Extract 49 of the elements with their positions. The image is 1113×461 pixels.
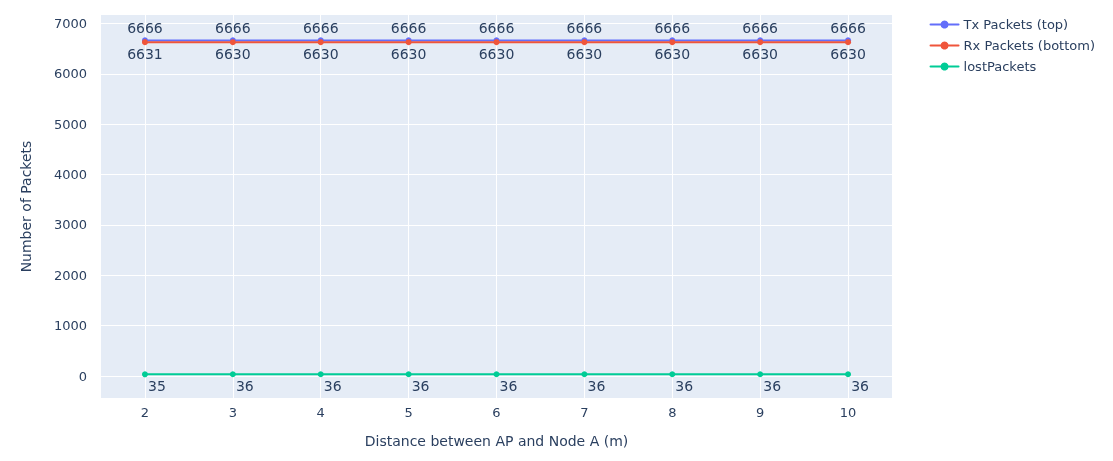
data-label: 35: [148, 378, 166, 395]
legend-label: lostPackets: [963, 59, 1037, 74]
data-label: 6666: [215, 20, 251, 37]
data-label: 6630: [566, 46, 603, 63]
data-label: 6630: [215, 46, 251, 63]
y-tick-label: 3000: [53, 217, 87, 233]
x-tick-label: 6: [492, 405, 501, 420]
x-tick-label: 5: [404, 405, 413, 420]
data-label: 36: [411, 378, 430, 395]
data-label: 6666: [830, 20, 866, 37]
x-tick-label: 2: [140, 405, 150, 420]
data-label: 6666: [654, 20, 691, 37]
y-tick-label: 7000: [53, 16, 87, 32]
y-tick-label: 1000: [53, 318, 87, 334]
data-label: 6666: [390, 20, 427, 37]
x-tick-label: 10: [839, 405, 857, 420]
data-label: 6631: [127, 46, 163, 63]
data-label: 36: [675, 378, 694, 395]
data-label: 36: [851, 378, 870, 395]
data-label: 6666: [302, 20, 339, 37]
x-tick-label: 8: [668, 405, 677, 420]
legend-label: Tx Packets (top): [962, 17, 1069, 32]
data-label: 6630: [390, 46, 427, 63]
data-label: 6630: [478, 46, 515, 63]
data-label: 36: [323, 378, 342, 395]
data-label: 6630: [830, 46, 866, 63]
data-label: 6666: [127, 20, 163, 37]
data-label: 6666: [566, 20, 603, 37]
x-axis-title: Distance between AP and Node A (m): [364, 433, 629, 449]
x-tick-label: 9: [756, 405, 765, 420]
y-tick-label: 6000: [53, 66, 87, 82]
data-label: 6630: [302, 46, 339, 63]
data-label: 6666: [742, 20, 779, 37]
y-axis-title: Number of Packets: [18, 140, 34, 273]
data-label: 36: [235, 378, 254, 395]
legend-label: Rx Packets (bottom): [963, 38, 1096, 53]
data-label: 36: [763, 378, 782, 395]
data-label: 36: [499, 378, 518, 395]
data-label: 6666: [478, 20, 515, 37]
data-label: 36: [587, 378, 606, 395]
x-tick-label: 7: [580, 405, 589, 420]
x-tick-label: 3: [228, 405, 237, 420]
y-tick-label: 2000: [53, 267, 87, 283]
data-label: 6630: [742, 46, 778, 63]
y-tick-label: 5000: [53, 116, 87, 132]
y-tick-label: 4000: [53, 167, 87, 183]
x-tick-label: 4: [316, 405, 325, 420]
y-tick-label: 0: [78, 368, 87, 384]
data-label: 6630: [654, 46, 691, 63]
